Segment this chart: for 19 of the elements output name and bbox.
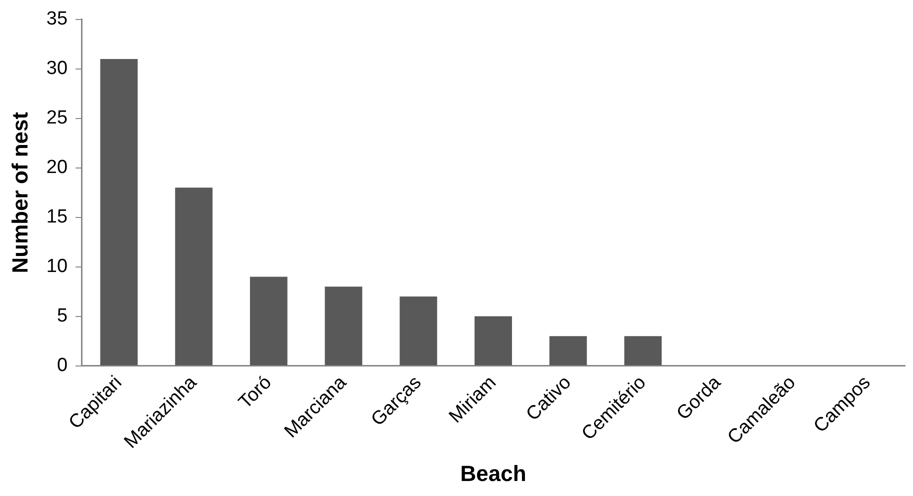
- y-tick-label: 35: [46, 8, 68, 30]
- x-axis-title: Beach: [460, 460, 526, 486]
- bar: [324, 286, 362, 366]
- bar: [474, 316, 512, 366]
- y-axis-title: Number of nest: [7, 111, 32, 274]
- y-tick-label: 10: [46, 256, 68, 278]
- y-tick-label: 15: [46, 206, 68, 228]
- bar: [250, 276, 288, 366]
- bar: [549, 336, 587, 366]
- y-tick-label: 20: [46, 157, 68, 178]
- y-tick-label: 5: [56, 306, 68, 327]
- y-tick-label: 30: [46, 58, 68, 80]
- x-tick-label: Toró: [234, 372, 276, 414]
- y-tick-label: 25: [46, 108, 68, 129]
- bar: [100, 58, 138, 366]
- y-tick-label: 0: [56, 355, 68, 376]
- bar: [400, 296, 438, 366]
- bar: [624, 336, 662, 366]
- bar: [175, 188, 213, 366]
